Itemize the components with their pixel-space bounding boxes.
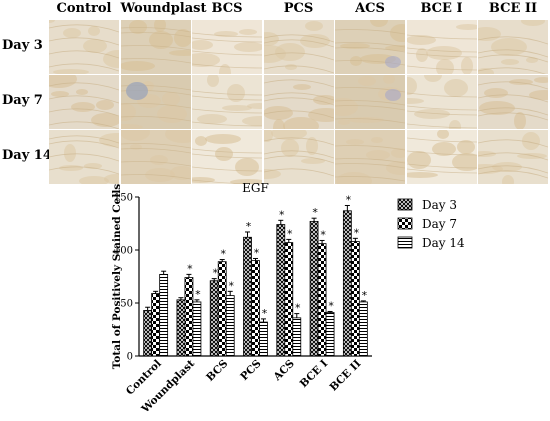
micrograph-tile xyxy=(49,20,119,74)
legend-label: Day 7 xyxy=(422,217,457,231)
bar-day-3 xyxy=(176,299,186,357)
row-label-2: Day 14 xyxy=(2,148,52,163)
y-axis-label: Total of Positively Stained Cells xyxy=(111,184,123,370)
bar-day-3 xyxy=(209,280,219,357)
bar-day-14 xyxy=(225,295,235,357)
significance-marker: * xyxy=(279,208,285,221)
x-tick-label: PCS xyxy=(238,358,263,383)
bar-day-14 xyxy=(325,312,335,357)
micrograph-tile xyxy=(335,130,405,184)
y-tick-label: 150 xyxy=(114,193,133,204)
x-tick-label: BCE I xyxy=(298,358,331,391)
chart-title: EGF xyxy=(242,181,269,195)
legend-swatch xyxy=(397,236,413,249)
micrograph-tile xyxy=(192,130,262,184)
bar-day-7 xyxy=(317,243,327,357)
legend-label: Day 3 xyxy=(422,198,457,212)
bar-day-14 xyxy=(159,273,169,357)
column-label-2: BCS xyxy=(211,1,243,16)
significance-marker: * xyxy=(346,193,352,206)
row-label-1: Day 7 xyxy=(2,93,43,108)
legend-swatch xyxy=(397,198,413,211)
micrograph-tile xyxy=(406,130,477,184)
micrograph-tile xyxy=(263,20,334,74)
row-label-0: Day 3 xyxy=(2,38,43,53)
y-tick-label: 100 xyxy=(114,246,133,257)
micrograph-tile xyxy=(335,75,405,129)
micrograph-tile xyxy=(49,130,119,184)
micrograph-tile xyxy=(478,75,548,129)
column-label-6: BCE II xyxy=(488,1,538,16)
significance-marker: * xyxy=(187,262,193,275)
micrograph-tile xyxy=(406,20,477,74)
x-tick-label: ACS xyxy=(271,358,297,384)
significance-marker: * xyxy=(228,279,234,292)
bar-day-7 xyxy=(251,260,260,357)
column-label-0: Control xyxy=(56,1,112,16)
significance-marker: * xyxy=(295,302,301,315)
x-tick-label: BCE II xyxy=(327,358,363,394)
column-label-3: PCS xyxy=(283,1,314,16)
micrograph-tile xyxy=(192,75,262,129)
micrograph-tile xyxy=(263,75,334,129)
legend-swatch xyxy=(397,217,413,230)
significance-marker: * xyxy=(320,228,326,241)
bar-day-14 xyxy=(292,317,302,357)
column-label-1: Woundplast xyxy=(120,1,207,16)
significance-marker: * xyxy=(354,226,360,239)
x-tick-label: BCS xyxy=(204,358,230,384)
bar-day-3 xyxy=(342,210,352,357)
micrograph-tile xyxy=(120,75,191,129)
significance-marker: * xyxy=(220,248,226,261)
column-label-4: ACS xyxy=(355,1,385,16)
significance-marker: * xyxy=(212,267,218,280)
micrograph-tile xyxy=(49,75,119,129)
micrograph-tile xyxy=(335,20,405,74)
micrograph-tile xyxy=(120,20,191,74)
significance-marker: * xyxy=(254,246,260,259)
micrograph-tile xyxy=(263,130,334,184)
bar-day-14 xyxy=(358,301,368,357)
bar-day-3 xyxy=(276,224,286,357)
significance-marker: * xyxy=(262,307,268,320)
bar-day-7 xyxy=(350,241,360,357)
significance-marker: * xyxy=(246,220,252,233)
bar-day-7 xyxy=(217,261,227,357)
micrograph-tile xyxy=(406,75,477,129)
bar-day-3 xyxy=(309,220,319,357)
significance-marker: * xyxy=(195,288,201,301)
bar-day-7 xyxy=(151,293,161,357)
bar-day-3 xyxy=(243,236,252,357)
significance-marker: * xyxy=(287,227,293,240)
bar-day-3 xyxy=(143,310,153,357)
legend-label: Day 14 xyxy=(422,236,465,250)
bar-day-7 xyxy=(284,242,294,357)
micrograph-tile xyxy=(478,130,548,184)
bar-day-7 xyxy=(184,277,194,357)
micrograph-tile xyxy=(192,20,262,74)
column-label-5: BCE I xyxy=(420,1,463,16)
bar-day-14 xyxy=(192,301,202,357)
significance-marker: * xyxy=(328,299,334,312)
bar-day-14 xyxy=(259,321,268,357)
significance-marker: * xyxy=(312,206,318,219)
y-tick-label: 0 xyxy=(127,352,133,363)
micrograph-tile xyxy=(120,130,191,184)
micrograph-tile xyxy=(478,20,548,74)
significance-marker: * xyxy=(362,289,368,302)
y-tick-label: 50 xyxy=(120,299,133,310)
